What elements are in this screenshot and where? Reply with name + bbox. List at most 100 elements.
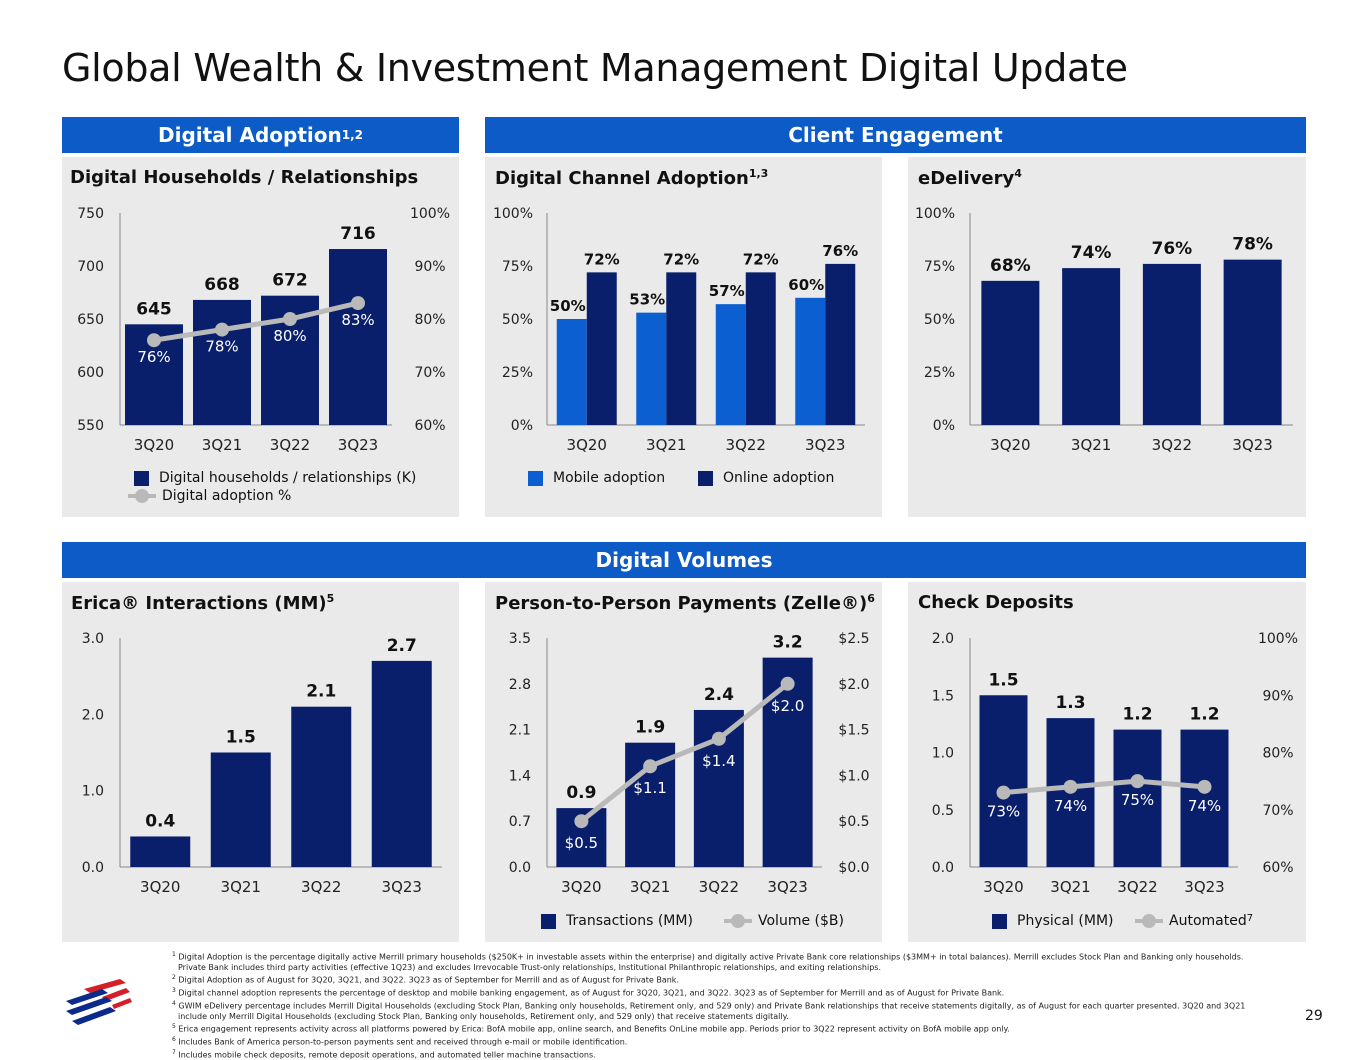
- page-title: Global Wealth & Investment Management Di…: [62, 46, 1128, 90]
- footnotes: 1 Digital Adoption is the percentage dig…: [172, 950, 1302, 1060]
- footnote-number: 1: [172, 951, 176, 958]
- data-label: 668: [204, 275, 240, 295]
- x-tick-label: 3Q22: [1117, 878, 1157, 896]
- y-tick-label: 700: [77, 259, 104, 275]
- y-tick-label: 1.0: [932, 746, 954, 762]
- y2-tick-label: $2.5: [838, 631, 869, 647]
- line-label: $0.5: [565, 834, 598, 852]
- legend-label: Online adoption: [723, 470, 835, 486]
- legend-item-bar: Digital households / relationships (K): [134, 470, 416, 486]
- line-label: $1.4: [702, 752, 735, 770]
- footnote-number: 6: [172, 1035, 176, 1043]
- x-tick-label: 3Q20: [140, 878, 180, 896]
- y-tick-label: 25%: [502, 365, 533, 381]
- series-line: [1003, 778, 1205, 796]
- bar: [1223, 259, 1282, 425]
- y-tick-label: 100%: [493, 206, 533, 222]
- y2-tick-label: $1.0: [838, 768, 869, 784]
- footnote-text: Digital channel adoption represents the …: [178, 988, 1005, 998]
- legend-item-mobile: Mobile adoption: [528, 470, 665, 486]
- bar-online: [825, 263, 856, 425]
- y-tick-label: 50%: [924, 312, 955, 328]
- y-tick-label: 100%: [915, 206, 955, 222]
- data-label: 72%: [663, 250, 699, 268]
- bar-online: [586, 272, 617, 425]
- footnote-text: include only Merrill Digital Households …: [178, 1011, 789, 1021]
- panel-title-text: Person-to-Person Payments (Zelle®): [495, 593, 868, 614]
- data-label: 2.4: [704, 685, 734, 705]
- line-point: [574, 814, 589, 829]
- bar: [1062, 268, 1121, 425]
- footnote-text: Erica engagement represents activity acr…: [178, 1024, 1010, 1034]
- footnote-ref: 1,3: [748, 167, 769, 180]
- panel-title-text: eDelivery: [918, 168, 1015, 189]
- data-label: 0.4: [145, 811, 175, 831]
- data-label: 1.2: [1189, 705, 1219, 725]
- y2-tick-label: 80%: [414, 312, 445, 328]
- panel-p2p-payments: Person-to-Person Payments (Zelle®)6 3.5 2…: [485, 582, 882, 942]
- panel-digital-channel-adoption: Digital Channel Adoption1,3 100% 75% 50% 25…: [485, 157, 882, 517]
- data-label: 60%: [788, 276, 824, 294]
- data-label: 645: [136, 299, 172, 319]
- legend-label: Automated: [1169, 913, 1247, 929]
- section-label: Digital Volumes: [595, 548, 773, 572]
- y2-tick-label: 60%: [1262, 860, 1293, 876]
- footnote: 4 GWIM eDelivery percentage includes Mer…: [172, 999, 1302, 1012]
- y-tick-label: 750: [77, 206, 104, 222]
- x-tick-label: 3Q21: [1050, 878, 1090, 896]
- x-tick-label: 3Q21: [1071, 436, 1111, 454]
- bank-of-america-logo-icon: [66, 979, 132, 1025]
- y-tick-label: 25%: [924, 365, 955, 381]
- x-tick-label: 3Q22: [699, 878, 739, 896]
- y-tick-label: 0.5: [932, 803, 954, 819]
- bar: [371, 660, 432, 867]
- bar: [762, 657, 813, 867]
- bar: [130, 836, 191, 867]
- y-tick-label: 650: [77, 312, 104, 328]
- footnote: Private Bank includes third party activi…: [172, 963, 1302, 973]
- data-label: 3.2: [773, 633, 803, 653]
- y-tick-label: 0%: [933, 418, 955, 434]
- bar: [979, 695, 1028, 867]
- line-point: [215, 322, 229, 337]
- data-label: 2.7: [387, 636, 417, 656]
- bar: [291, 706, 352, 867]
- bar-mobile: [795, 297, 826, 425]
- y-tick-label: 550: [77, 418, 104, 434]
- footnote: 1 Digital Adoption is the percentage dig…: [172, 950, 1302, 963]
- x-tick-label: 3Q21: [630, 878, 670, 896]
- line-point: [1063, 779, 1078, 794]
- panel-title: eDelivery4: [918, 167, 1022, 189]
- y2-tick-label: 80%: [1262, 746, 1293, 762]
- data-label: 68%: [990, 256, 1031, 276]
- legend-item-line: Digital adoption %: [128, 488, 291, 504]
- line-label: 76%: [137, 348, 170, 366]
- footnote: 7 Includes mobile check deposits, remote…: [172, 1048, 1302, 1060]
- chart-p2p-payments: 3.5 2.8 2.1 1.4 0.7 0.0 $2.5 $2.0 $1.5 $1.0 $0.5 $0…: [509, 631, 870, 896]
- bar-online: [666, 272, 697, 425]
- bar-mobile: [636, 312, 667, 425]
- line-point: [643, 759, 658, 774]
- panel-title-text: Digital Channel Adoption: [495, 168, 749, 189]
- footnote: 3 Digital channel adoption represents th…: [172, 986, 1302, 999]
- y-tick-label: 1.5: [932, 688, 954, 704]
- legend-label: Transactions (MM): [566, 913, 693, 929]
- legend-swatch: [992, 913, 1007, 929]
- y-tick-label: 0.7: [509, 814, 531, 830]
- data-label: 78%: [1232, 235, 1273, 255]
- bar: [210, 752, 271, 867]
- section-digital-volumes: Digital Volumes: [62, 542, 1306, 578]
- legend-label: Digital adoption %: [162, 488, 292, 504]
- section-digital-adoption: Digital Adoption 1,2: [62, 117, 459, 153]
- x-tick-label: 3Q23: [767, 878, 807, 896]
- data-label: 672: [272, 271, 308, 291]
- y2-tick-label: 90%: [1262, 688, 1293, 704]
- x-tick-label: 3Q21: [646, 436, 686, 454]
- footnote-number: 7: [172, 1048, 176, 1056]
- footnote-ref: 6: [867, 592, 875, 605]
- y-tick-label: 0.0: [932, 860, 954, 876]
- x-tick-label: 3Q23: [338, 436, 378, 454]
- line-label: $2.0: [771, 697, 804, 715]
- legend-swatch: [698, 470, 713, 486]
- panel-title: Check Deposits: [918, 592, 1074, 613]
